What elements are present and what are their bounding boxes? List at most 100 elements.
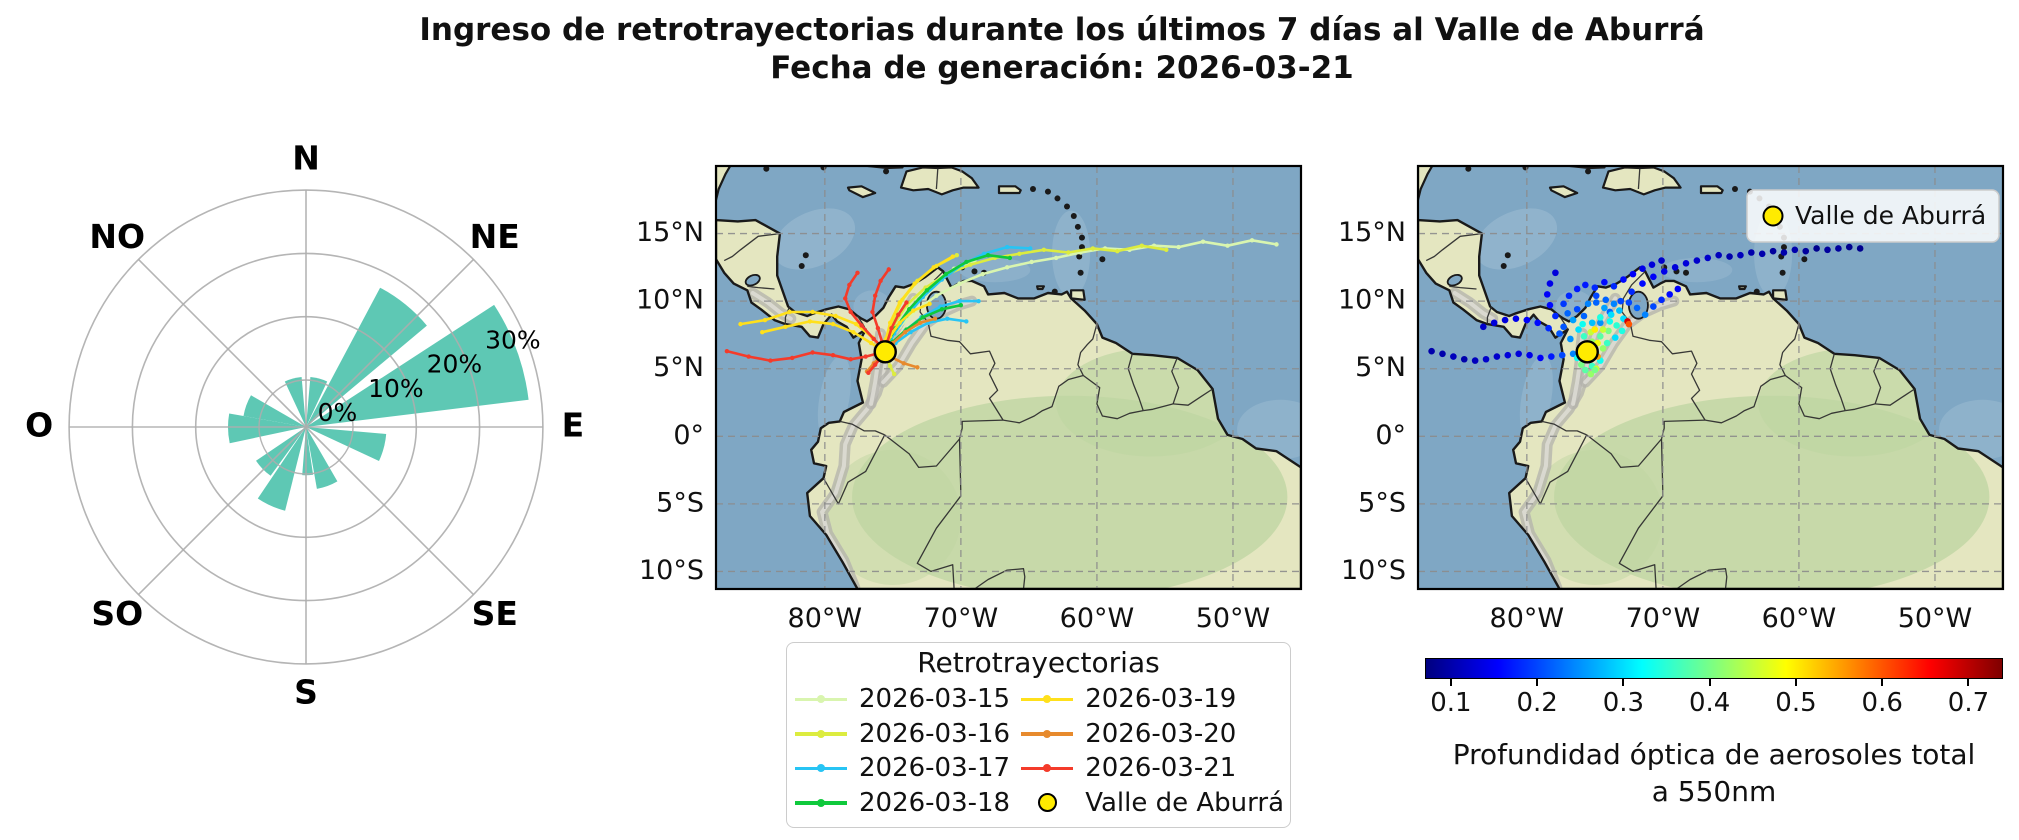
country-border (1486, 306, 1493, 325)
trajectory-point (886, 267, 891, 272)
trajectory-point (908, 330, 913, 335)
colorbar-tick (1622, 679, 1625, 686)
island (716, 166, 731, 200)
aod-point (1682, 260, 1690, 267)
map-content (716, 166, 1301, 589)
small-island (1070, 213, 1077, 220)
trajectory-point (915, 365, 920, 370)
country-border (974, 568, 1026, 589)
legend-entry-2026-03-19: 2026-03-19 (1021, 682, 1284, 717)
x-tick-label: 80°W (788, 603, 863, 634)
aod-point (1611, 334, 1619, 341)
colorbar-caption-line1: Profundidad óptica de aerosoles total (1452, 738, 1976, 771)
small-island (1077, 269, 1084, 276)
aod-point (1552, 312, 1559, 320)
aod-point (1599, 326, 1607, 333)
trajectory-point (859, 323, 864, 328)
trajectory-point (1176, 244, 1181, 250)
trajectories-legend: Retrotrayectorias 2026-03-15 2026-03-16 20… (786, 642, 1291, 828)
aod-point (1602, 296, 1610, 304)
legend-entry-2026-03-18: 2026-03-18 (795, 786, 1021, 821)
aod-point (1493, 353, 1501, 360)
trajectory-point (945, 316, 950, 321)
aod-point (1758, 250, 1766, 258)
rose-compass-label-E: E (562, 406, 585, 445)
colorbar-tick-label: 0.3 (1602, 688, 1645, 718)
shallow-water (1939, 399, 2003, 460)
trajectory-point (954, 252, 960, 258)
aod-point (1439, 350, 1446, 358)
aod-point (1610, 300, 1618, 308)
country-border (822, 434, 886, 505)
small-island (1078, 244, 1085, 251)
aod-point (1569, 316, 1577, 324)
aod-point (1556, 330, 1563, 337)
x-tick-label: 80°W (1490, 603, 1565, 634)
trajectory-point (848, 309, 853, 315)
rose-sector-SSE (306, 427, 338, 489)
rose-compass-label-SO: SO (91, 594, 143, 633)
small-island (1044, 188, 1051, 195)
colorbar-tick-label: 0.1 (1430, 688, 1472, 718)
rose-sector-NE (306, 287, 427, 427)
aod-point (1546, 301, 1554, 309)
aod-point (1460, 355, 1468, 363)
rose-spoke (305, 426, 475, 596)
island-coastline (1699, 185, 1724, 195)
trajectory-point (1066, 250, 1071, 255)
legend-label: 2026-03-20 (1085, 718, 1237, 749)
aod-point (1582, 281, 1589, 289)
aod-point (1579, 320, 1586, 328)
inner-legend-marker (1762, 205, 1784, 227)
trajectory-point (878, 278, 883, 284)
aod-point (1641, 311, 1649, 318)
legend-entry-2026-03-16: 2026-03-16 (795, 717, 1021, 752)
aod-point (1512, 315, 1520, 323)
trajectory-point (906, 307, 912, 312)
trajectory-point (1028, 246, 1033, 251)
island-coastline (1418, 166, 1434, 201)
island-coastline (1601, 166, 1682, 196)
aod-point (1603, 339, 1611, 347)
aod-point (1546, 280, 1554, 287)
legend-swatch (795, 798, 847, 807)
y-tick-label: 0° (1375, 420, 1406, 451)
colorbar-tick-label: 0.5 (1775, 688, 1817, 718)
y-tick-label: 15°N (1338, 217, 1406, 248)
small-island (798, 263, 805, 270)
small-island (1051, 288, 1058, 295)
trajectory-point (1090, 246, 1096, 251)
y-tick-label: 10°N (636, 285, 704, 316)
aod-point (1618, 327, 1626, 335)
y-tick-label: 5°S (656, 487, 704, 518)
aod-point (1824, 246, 1831, 254)
aod-point (1715, 251, 1722, 259)
legend-swatch (1021, 695, 1074, 704)
forest-patch (824, 449, 961, 585)
trajectory-point (920, 315, 925, 320)
aod-map-panel: 15°N 10°N 5°N 0° 5°S 10°S 80°W 70°W 60°W 50°W Vall… (1338, 164, 2005, 634)
island-coastline (1738, 285, 1747, 291)
colorbar-tick-label: 0.2 (1516, 688, 1558, 718)
colorbar-tick (1881, 679, 1884, 686)
rose-compass-label-NE: NE (470, 217, 520, 256)
country-border (1829, 353, 1846, 411)
aod-point (1490, 319, 1498, 327)
trajectory-point (872, 362, 878, 367)
island (1701, 186, 1723, 193)
trajectory-point (904, 300, 909, 305)
trajectory-point (964, 259, 969, 265)
aod-point (1592, 299, 1600, 306)
country-border (935, 168, 939, 190)
country-border (1143, 403, 1174, 412)
small-island (1076, 253, 1083, 260)
trajectory-point (810, 309, 815, 315)
aod-point (1565, 292, 1573, 300)
aod-point (1592, 292, 1600, 300)
trajectory-point (976, 298, 981, 304)
legend-entries: 2026-03-15 2026-03-16 2026-03-17 2026-03-18… (787, 678, 1290, 820)
aod-point (1660, 268, 1668, 275)
legend-swatch (1021, 764, 1074, 773)
aod-point (1480, 323, 1487, 331)
